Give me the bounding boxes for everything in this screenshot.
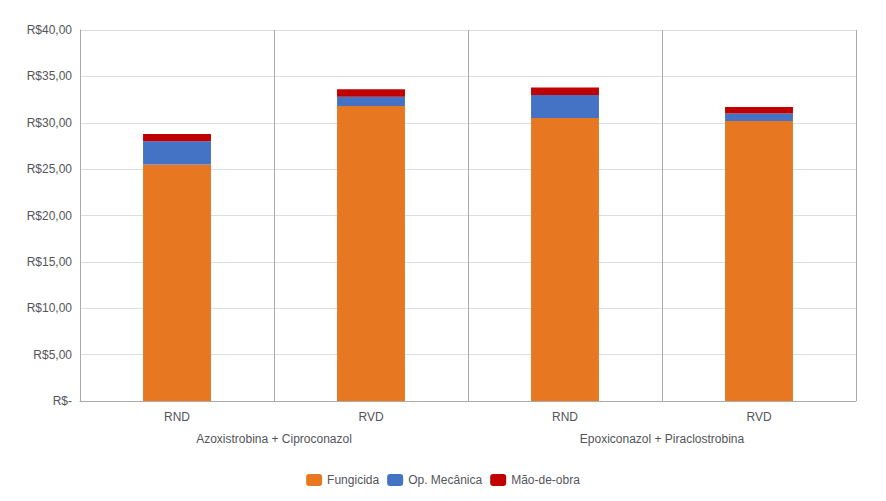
svg-text:Epoxiconazol + Piraclostrobina: Epoxiconazol + Piraclostrobina bbox=[580, 432, 745, 446]
svg-text:R$-: R$- bbox=[53, 394, 72, 408]
svg-text:R$25,00: R$25,00 bbox=[27, 162, 73, 176]
svg-text:R$20,00: R$20,00 bbox=[27, 209, 73, 223]
svg-text:R$35,00: R$35,00 bbox=[27, 69, 73, 83]
svg-text:Op. Mecânica: Op. Mecânica bbox=[408, 473, 482, 487]
svg-text:R$40,00: R$40,00 bbox=[27, 23, 73, 37]
svg-text:RND: RND bbox=[164, 410, 190, 424]
svg-text:Fungicida: Fungicida bbox=[327, 473, 379, 487]
svg-text:R$5,00: R$5,00 bbox=[33, 348, 72, 362]
svg-text:RVD: RVD bbox=[746, 410, 771, 424]
svg-text:Mão-de-obra: Mão-de-obra bbox=[511, 473, 580, 487]
svg-text:RND: RND bbox=[552, 410, 578, 424]
svg-text:R$10,00: R$10,00 bbox=[27, 301, 73, 315]
svg-text:R$15,00: R$15,00 bbox=[27, 255, 73, 269]
svg-text:R$30,00: R$30,00 bbox=[27, 116, 73, 130]
svg-text:RVD: RVD bbox=[358, 410, 383, 424]
svg-text:Azoxistrobina + Ciproconazol: Azoxistrobina + Ciproconazol bbox=[196, 432, 352, 446]
